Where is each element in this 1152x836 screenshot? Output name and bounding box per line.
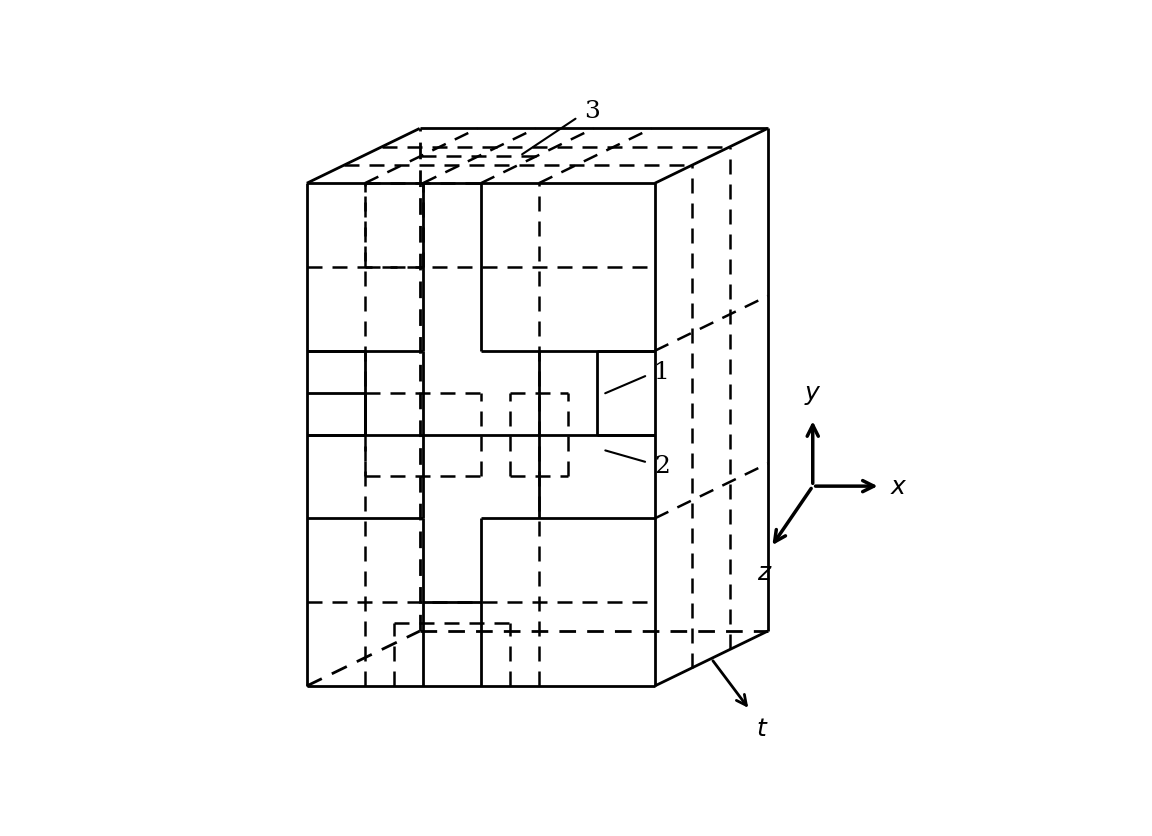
Text: $x$: $x$ bbox=[890, 475, 908, 498]
Text: $t$: $t$ bbox=[757, 716, 768, 740]
Text: 1: 1 bbox=[654, 361, 670, 384]
Text: $y$: $y$ bbox=[804, 382, 821, 406]
Text: $z$: $z$ bbox=[757, 561, 772, 584]
Text: 2: 2 bbox=[654, 455, 670, 477]
Text: 3: 3 bbox=[584, 100, 600, 123]
